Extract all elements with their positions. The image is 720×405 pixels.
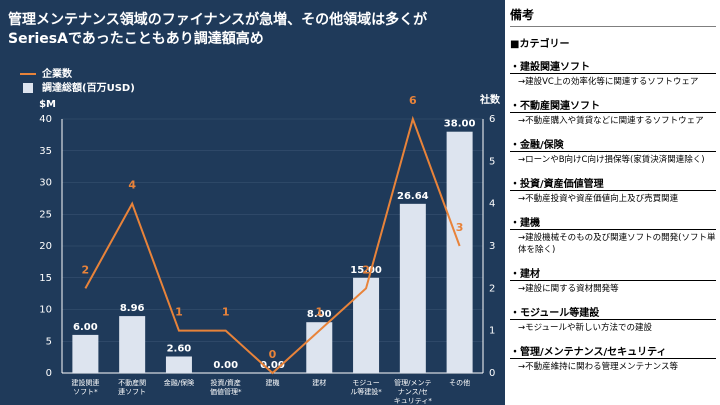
note-name: ・建設関連ソフト (510, 58, 716, 74)
data-label: 1 (175, 306, 183, 319)
chart-title: 管理メンテナンス領域のファイナンスが急増、その他領域は多くが SeriesAであっ… (8, 11, 428, 47)
x-tick-label: その他 (449, 378, 470, 387)
line (84, 115, 461, 375)
note-desc: →建設に関する資材開発等 (518, 284, 619, 294)
data-label: 2 (82, 263, 90, 276)
y2-tick-label: 5 (489, 156, 495, 167)
x-tick-label: 金融/保険 (164, 378, 194, 387)
note-name: ・建材 (510, 265, 716, 281)
y-tick-label: 15 (39, 273, 52, 284)
note-name: ・モジュール等建設 (510, 304, 716, 320)
y-tick-label: 20 (39, 241, 52, 252)
data-label: 2.60 (167, 343, 192, 354)
x-tick-label: 建機 (266, 378, 280, 387)
y2-tick-label: 6 (489, 114, 495, 125)
note-name: ・建機 (510, 214, 716, 230)
notes-title: 備考 (510, 6, 716, 27)
y-tick-label: 25 (39, 209, 52, 220)
note-name: ・金融/保険 (510, 136, 716, 152)
notes-heading: ■カテゴリー (510, 39, 570, 50)
note-item: ・モジュール等建設 →モジュールや新しい方法での建設 (510, 304, 716, 334)
note-item: ・建材 →建設に関する資材開発等 (510, 265, 716, 295)
note-item: ・管理/メンテナンス/セキュリティ →不動産維持に関わる管理メンテナンス等 (510, 343, 716, 373)
legend-label: 調達総額(百万USD) (42, 81, 135, 94)
note-name: ・投資/資産価値管理 (510, 175, 716, 191)
y2-tick-label: 4 (489, 199, 495, 210)
note-name: ・管理/メンテナンス/セキュリティ (510, 343, 716, 359)
note-desc: →不動産投資や資産価値向上及び売買関連 (518, 194, 679, 204)
note-desc: →モジュールや新しい方法での建設 (518, 323, 653, 333)
data-label: 1 (315, 306, 323, 319)
y-axis-title: $M (39, 99, 56, 110)
x-tick-label: 投資/資産価値管理* (210, 378, 242, 396)
bar (353, 277, 380, 373)
y2-tick-label: 1 (489, 326, 495, 337)
x-tick-label: 建材 (312, 378, 326, 387)
note-desc: →ローンやB向けC向け損保等(家賃決済関連除く) (518, 155, 705, 165)
y-tick-label: 0 (46, 368, 52, 379)
note-item: ・投資/資産価値管理 →不動産投資や資産価値向上及び売買関連 (510, 175, 716, 205)
data-label: 26.64 (397, 191, 429, 202)
data-label: 8.96 (120, 303, 145, 314)
note-desc: →不動産維持に関わる管理メンテナンス等 (518, 362, 678, 372)
data-label: 38.00 (444, 119, 476, 130)
data-label: 8.00 (307, 309, 332, 320)
data-label: 4 (128, 179, 136, 192)
y-tick-label: 30 (39, 178, 52, 189)
note-desc: →建設VC上の効率化等に関連するソフトウェア (518, 77, 699, 87)
note-name: ・不動産関連ソフト (510, 97, 716, 113)
data-label: 0.00 (260, 360, 285, 371)
y-tick-label: 35 (39, 146, 52, 157)
data-label: 0.00 (213, 360, 238, 371)
data-label: 3 (456, 221, 464, 234)
y2-tick-label: 3 (489, 241, 495, 252)
notes-panel: 備考 ■カテゴリー ・建設関連ソフト →建設VC上の効率化等に関連するソフトウェア… (510, 0, 716, 405)
note-item: ・金融/保険 →ローンやB向けC向け損保等(家賃決済関連除く) (510, 136, 716, 166)
bar (119, 316, 146, 373)
y2-tick-label: 0 (489, 368, 495, 379)
bar (72, 334, 99, 373)
bar (399, 203, 426, 373)
chart: 管理メンテナンス領域のファイナンスが急増、その他領域は多くが SeriesAであっ… (0, 0, 505, 405)
y2-axis-title: 社数 (479, 93, 501, 106)
note-desc: →建設機械そのもの及び関連ソフトの開発(ソフト単体を除く) (518, 233, 716, 255)
note-item: ・建設関連ソフト →建設VC上の効率化等に関連するソフトウェア (510, 58, 716, 88)
note-item: ・建機 →建設機械そのもの及び関連ソフトの開発(ソフト単体を除く) (510, 214, 716, 256)
data-label: 6 (409, 94, 417, 107)
data-label: 15.00 (350, 265, 382, 276)
note-item: ・不動産関連ソフト →不動産購入や賃貸などに関連するソフトウェア (510, 97, 716, 127)
data-label: 2 (362, 263, 370, 276)
x-tick-label: 建設関連ソフト* (71, 378, 99, 396)
bar (446, 131, 473, 373)
data-label: 0 (269, 348, 277, 361)
bar (165, 356, 192, 373)
legend-label: 企業数 (41, 67, 73, 80)
legend-swatch (23, 83, 33, 93)
x-tick-label: モジュール等建設* (350, 379, 382, 396)
data-label: 1 (222, 306, 230, 319)
y-tick-label: 40 (39, 114, 52, 125)
x-tick-label: 管理/メンテナンス/セキュリティ* (394, 378, 433, 405)
y-tick-label: 10 (39, 305, 52, 316)
y-tick-label: 5 (46, 336, 52, 347)
notes-list: ・建設関連ソフト →建設VC上の効率化等に関連するソフトウェア・不動産関連ソフト →… (510, 58, 716, 373)
data-label: 6.00 (73, 322, 98, 333)
x-tick-label: 不動産関連ソフト (118, 378, 146, 396)
note-desc: →不動産購入や賃貸などに関連するソフトウェア (518, 116, 704, 126)
y2-tick-label: 2 (489, 283, 495, 294)
